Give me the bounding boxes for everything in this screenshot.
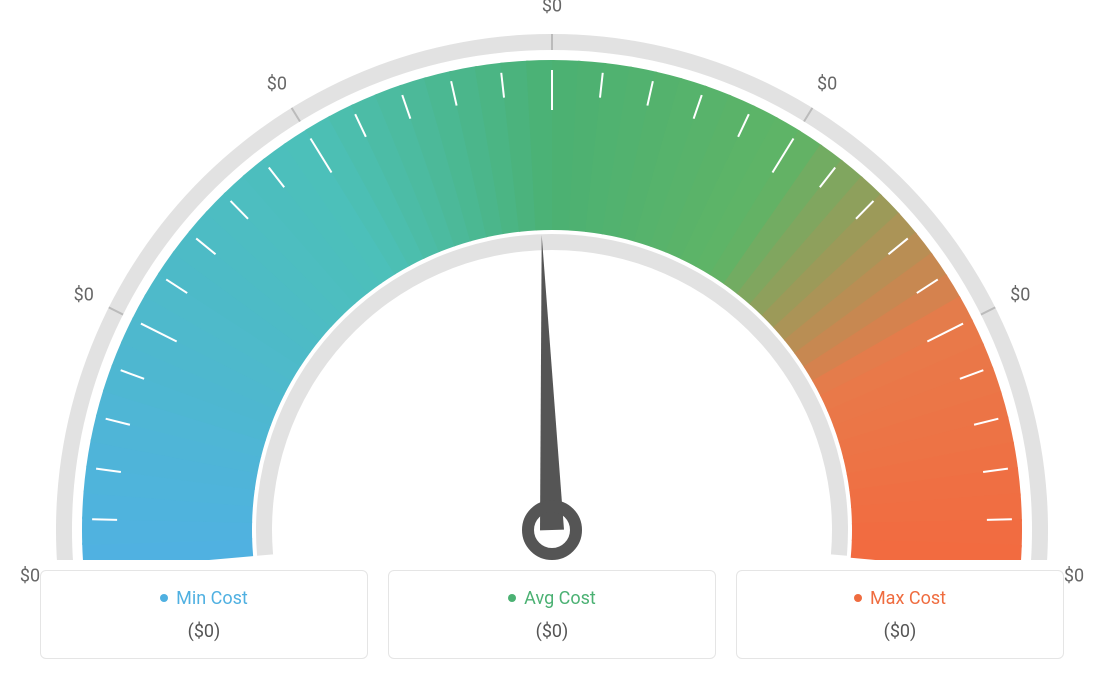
legend-label-text: Min Cost xyxy=(176,588,248,609)
dot-icon xyxy=(854,594,862,602)
legend-card-max: Max Cost ($0) xyxy=(736,570,1064,659)
dot-icon xyxy=(160,594,168,602)
gauge-scale-label: $0 xyxy=(817,74,837,95)
legend-card-min: Min Cost ($0) xyxy=(40,570,368,659)
legend-card-avg: Avg Cost ($0) xyxy=(388,570,716,659)
gauge-chart: $0$0$0$0$0$0$0 xyxy=(0,0,1104,560)
gauge-scale-label: $0 xyxy=(542,0,562,17)
legend-value-min: ($0) xyxy=(61,621,347,642)
legend-value-max: ($0) xyxy=(757,621,1043,642)
gauge-scale-label: $0 xyxy=(1064,565,1084,586)
gauge-scale-label: $0 xyxy=(20,565,40,586)
legend-row: Min Cost ($0) Avg Cost ($0) Max Cost ($0… xyxy=(0,570,1104,659)
gauge-scale-label: $0 xyxy=(1010,284,1030,305)
legend-label-text: Max Cost xyxy=(870,588,946,609)
legend-label-text: Avg Cost xyxy=(524,588,596,609)
gauge-scale-label: $0 xyxy=(267,74,287,95)
gauge-svg xyxy=(0,0,1104,560)
dot-icon xyxy=(508,594,516,602)
legend-label-avg: Avg Cost xyxy=(508,588,596,609)
legend-value-avg: ($0) xyxy=(409,621,695,642)
legend-label-min: Min Cost xyxy=(160,588,248,609)
gauge-scale-label: $0 xyxy=(74,284,94,305)
legend-label-max: Max Cost xyxy=(854,588,946,609)
